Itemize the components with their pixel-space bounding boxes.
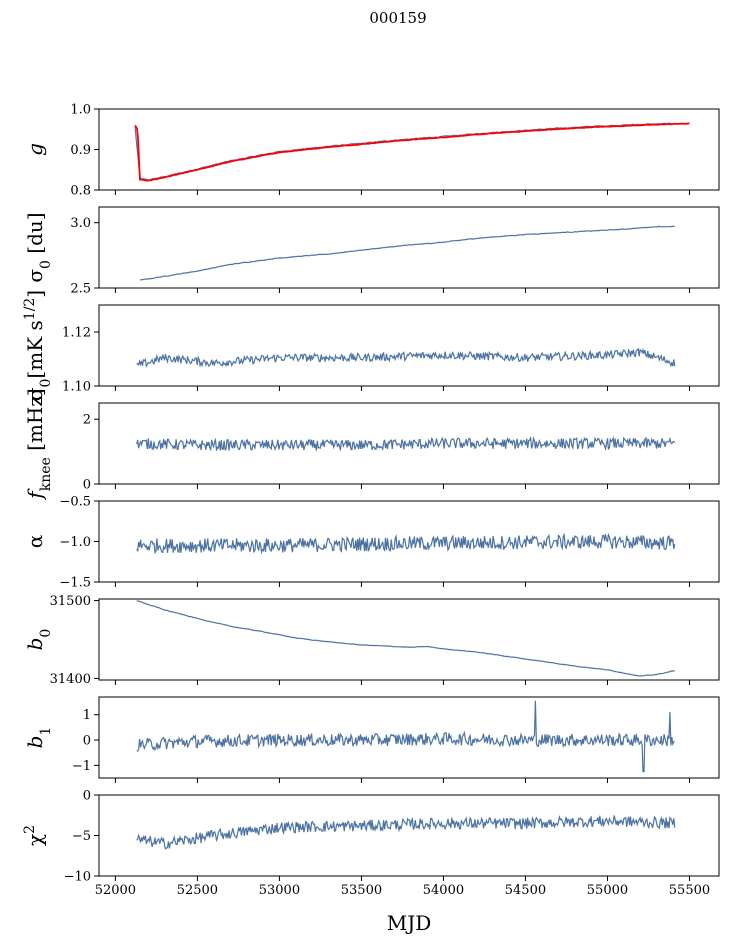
axes-frame-fknee [98, 402, 720, 485]
y-axis-label-fknee: fknee [mHz] [23, 388, 54, 500]
y-axis-label-g: g [23, 143, 47, 156]
y-tick-label-g-0: 0.8 [70, 184, 91, 199]
panel-fknee: 0 2 fknee [mHz] [23, 388, 720, 501]
x-tick-label-7: 55500 [669, 883, 710, 898]
series-line-fknee-0 [136, 435, 676, 452]
y-axis-label-b0: b0 [23, 629, 54, 651]
y-tick-label-alpha-2: −0.5 [59, 495, 91, 510]
x-tick-label-0: 52000 [95, 883, 136, 898]
y-axis-label-b1: b1 [23, 727, 54, 749]
y-axis-label-sigma0_du: σ0 [du] [23, 212, 54, 282]
y-tick-label-alpha-1: −1.0 [59, 535, 91, 550]
y-tick-label-sigma0_mk-0: 1.10 [62, 380, 91, 395]
y-tick-label-b0-1: 31500 [50, 594, 91, 609]
series-line-g-0 [134, 122, 674, 181]
series-line-sigma0_du-0 [139, 225, 675, 281]
panel-sigma0_mk: 1.10 1.12 σ0[mK s1/2] [22, 290, 720, 401]
panel-b1: −1 0 1 b1 [23, 696, 720, 783]
axes-frame-b0 [98, 598, 720, 681]
x-tick-label-4: 54000 [423, 883, 464, 898]
y-tick-label-fknee-0: 0 [83, 478, 91, 493]
x-tick-label-3: 53500 [341, 883, 382, 898]
y-axis-label-alpha: α [23, 535, 47, 549]
y-tick-label-alpha-0: −1.5 [59, 576, 91, 591]
y-tick-label-sigma0_mk-1: 1.12 [62, 326, 91, 341]
axes-frame-sigma0_mk [98, 304, 720, 387]
panel-chi2: −10 −5 0 52000 52500 53000 53500 54000 54500 5500… [22, 789, 720, 898]
y-tick-label-b1-1: 0 [83, 734, 91, 749]
x-tick-label-1: 52500 [177, 883, 218, 898]
y-tick-label-b0-0: 31400 [50, 672, 91, 687]
panel-alpha: −1.5 −1.0 −0.5 α [23, 495, 720, 591]
panel-g: 0.8 0.9 1.0 g [23, 103, 720, 199]
x-tick-label-5: 54500 [505, 883, 546, 898]
x-axis-label: MJD [387, 911, 432, 935]
y-tick-label-chi2-2: 0 [83, 789, 91, 804]
series-line-chi2-0 [136, 815, 676, 850]
series-line-sigma0_mk-0 [136, 347, 676, 368]
y-axis-label-sigma0_mk: σ0[mK s1/2] [22, 290, 54, 401]
x-tick-label-6: 55000 [587, 883, 628, 898]
y-tick-label-g-1: 0.9 [70, 143, 91, 158]
panel-sigma0_du: 2.5 3.0 σ0 [du] [23, 206, 720, 297]
axes-frame-b1 [98, 696, 720, 779]
y-axis-label-chi2: χ2 [22, 825, 47, 846]
axes-frame-g [98, 108, 720, 191]
y-tick-label-fknee-1: 2 [83, 413, 91, 428]
series-line-g-1 [134, 122, 690, 182]
y-tick-label-b1-0: −1 [72, 759, 91, 774]
panels-group: 0.8 0.9 1.0 g 2.5 3.0 σ0 [du] 1.10 1.12 σ0[mK s1/… [22, 103, 720, 898]
x-tick-label-2: 53000 [259, 883, 300, 898]
y-tick-label-b1-2: 1 [83, 708, 91, 723]
y-tick-label-g-2: 1.0 [70, 103, 91, 118]
y-tick-label-chi2-0: −10 [64, 870, 91, 885]
axes-frame-sigma0_du [98, 206, 720, 289]
figure-title: 000159 [369, 9, 426, 27]
panel-b0: 31400 31500 b0 [23, 594, 720, 687]
y-tick-label-sigma0_du-0: 2.5 [70, 282, 91, 297]
y-tick-label-sigma0_du-1: 3.0 [70, 216, 91, 231]
y-tick-label-chi2-1: −5 [72, 829, 91, 844]
series-line-alpha-0 [136, 532, 676, 555]
series-line-b0-0 [136, 600, 675, 677]
axes-frame-chi2 [98, 794, 720, 877]
series-line-b1-0 [136, 700, 675, 773]
